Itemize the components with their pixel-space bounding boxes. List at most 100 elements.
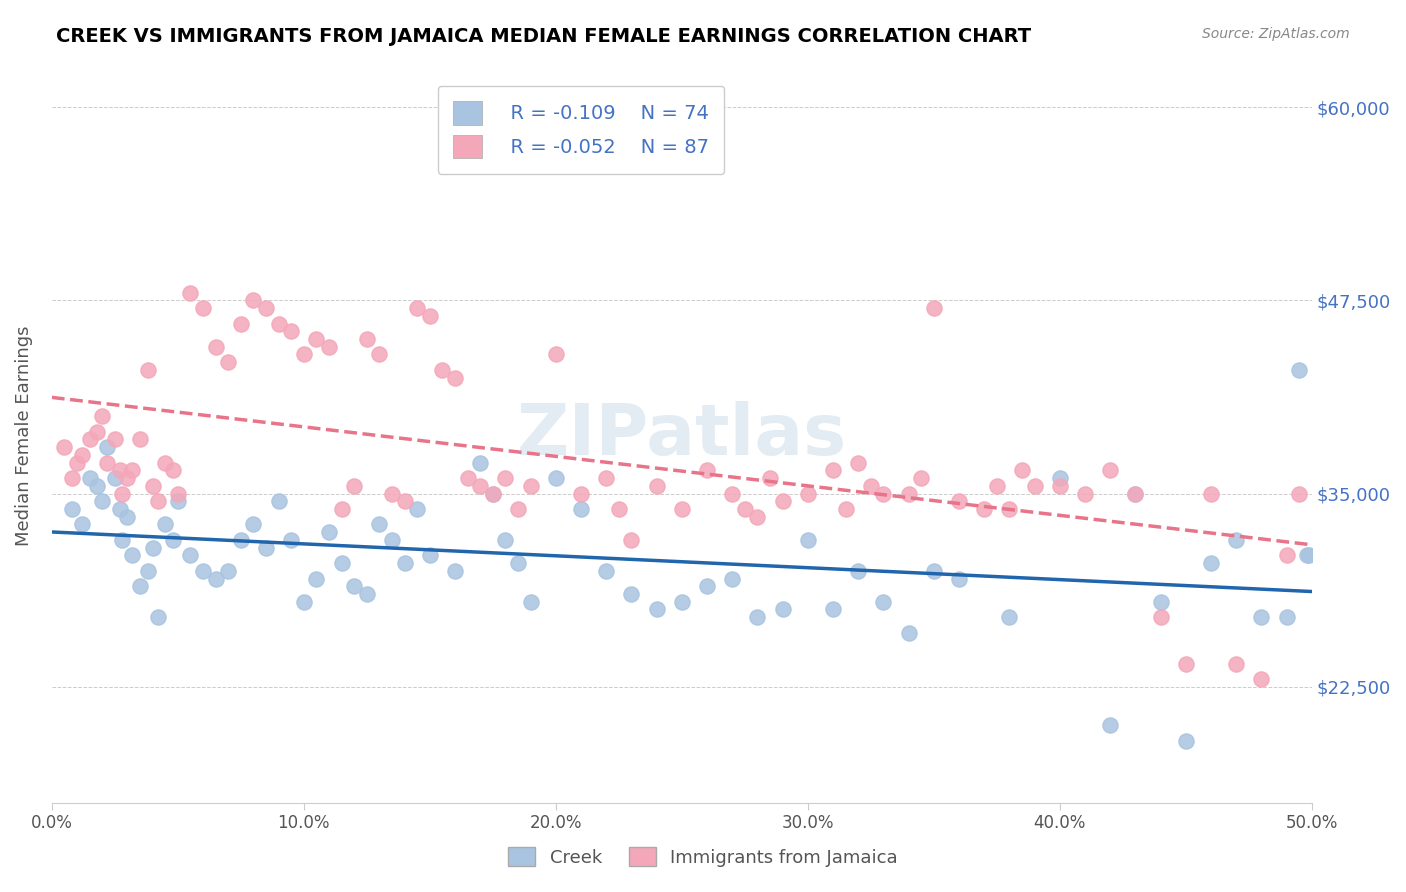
- Point: [1074, 486, 1097, 500]
- Point: [1225, 657, 1247, 671]
- Legend:   R = -0.109    N = 74,   R = -0.052    N = 87: R = -0.109 N = 74, R = -0.052 N = 87: [437, 86, 724, 174]
- Point: [129, 433, 152, 447]
- Point: [1125, 486, 1147, 500]
- Point: [494, 533, 516, 547]
- Point: [506, 556, 529, 570]
- Point: [569, 486, 592, 500]
- Point: [60, 502, 83, 516]
- Point: [305, 572, 328, 586]
- Point: [217, 355, 239, 369]
- Point: [1199, 556, 1222, 570]
- Text: ZIPatlas: ZIPatlas: [517, 401, 846, 470]
- Point: [86, 479, 108, 493]
- Point: [1049, 479, 1071, 493]
- Point: [444, 370, 467, 384]
- Point: [153, 517, 176, 532]
- Point: [481, 486, 503, 500]
- Point: [519, 595, 541, 609]
- Point: [1275, 610, 1298, 624]
- Point: [1099, 718, 1122, 732]
- Point: [104, 433, 127, 447]
- Point: [356, 332, 378, 346]
- Point: [419, 549, 441, 563]
- Point: [162, 533, 184, 547]
- Point: [204, 340, 226, 354]
- Point: [607, 502, 630, 516]
- Point: [872, 595, 894, 609]
- Point: [948, 494, 970, 508]
- Point: [1174, 657, 1197, 671]
- Point: [998, 610, 1021, 624]
- Point: [721, 572, 744, 586]
- Point: [108, 502, 131, 516]
- Point: [70, 517, 93, 532]
- Point: [645, 602, 668, 616]
- Point: [747, 610, 769, 624]
- Point: [544, 347, 567, 361]
- Point: [381, 533, 404, 547]
- Legend: Creek, Immigrants from Jamaica: Creek, Immigrants from Jamaica: [501, 840, 905, 874]
- Point: [229, 533, 252, 547]
- Point: [620, 533, 643, 547]
- Point: [166, 486, 188, 500]
- Point: [318, 525, 340, 540]
- Point: [470, 456, 492, 470]
- Point: [1250, 672, 1272, 686]
- Point: [444, 564, 467, 578]
- Point: [305, 332, 328, 346]
- Point: [91, 409, 114, 424]
- Point: [162, 463, 184, 477]
- Point: [1125, 486, 1147, 500]
- Point: [356, 587, 378, 601]
- Point: [292, 595, 315, 609]
- Point: [1024, 479, 1046, 493]
- Point: [111, 533, 134, 547]
- Point: [696, 579, 718, 593]
- Point: [179, 285, 201, 300]
- Point: [267, 317, 290, 331]
- Point: [394, 494, 416, 508]
- Point: [153, 456, 176, 470]
- Point: [142, 479, 165, 493]
- Point: [1174, 733, 1197, 747]
- Point: [267, 494, 290, 508]
- Point: [1099, 463, 1122, 477]
- Point: [117, 471, 139, 485]
- Point: [280, 533, 302, 547]
- Point: [343, 579, 366, 593]
- Point: [595, 564, 617, 578]
- Point: [1225, 533, 1247, 547]
- Point: [91, 494, 114, 508]
- Point: [179, 549, 201, 563]
- Point: [292, 347, 315, 361]
- Point: [318, 340, 340, 354]
- Text: Source: ZipAtlas.com: Source: ZipAtlas.com: [1202, 27, 1350, 41]
- Point: [381, 486, 404, 500]
- Point: [1150, 595, 1173, 609]
- Point: [217, 564, 239, 578]
- Point: [519, 479, 541, 493]
- Point: [166, 494, 188, 508]
- Point: [948, 572, 970, 586]
- Point: [254, 301, 277, 315]
- Point: [1295, 549, 1317, 563]
- Point: [79, 471, 101, 485]
- Point: [280, 324, 302, 338]
- Point: [70, 448, 93, 462]
- Point: [121, 549, 143, 563]
- Point: [620, 587, 643, 601]
- Point: [368, 517, 391, 532]
- Point: [136, 363, 159, 377]
- Point: [859, 479, 882, 493]
- Point: [772, 494, 794, 508]
- Point: [846, 456, 869, 470]
- Point: [204, 572, 226, 586]
- Point: [394, 556, 416, 570]
- Point: [671, 595, 693, 609]
- Point: [1150, 610, 1173, 624]
- Point: [846, 564, 869, 578]
- Point: [53, 440, 76, 454]
- Y-axis label: Median Female Earnings: Median Female Earnings: [15, 326, 32, 546]
- Point: [910, 471, 932, 485]
- Point: [1011, 463, 1033, 477]
